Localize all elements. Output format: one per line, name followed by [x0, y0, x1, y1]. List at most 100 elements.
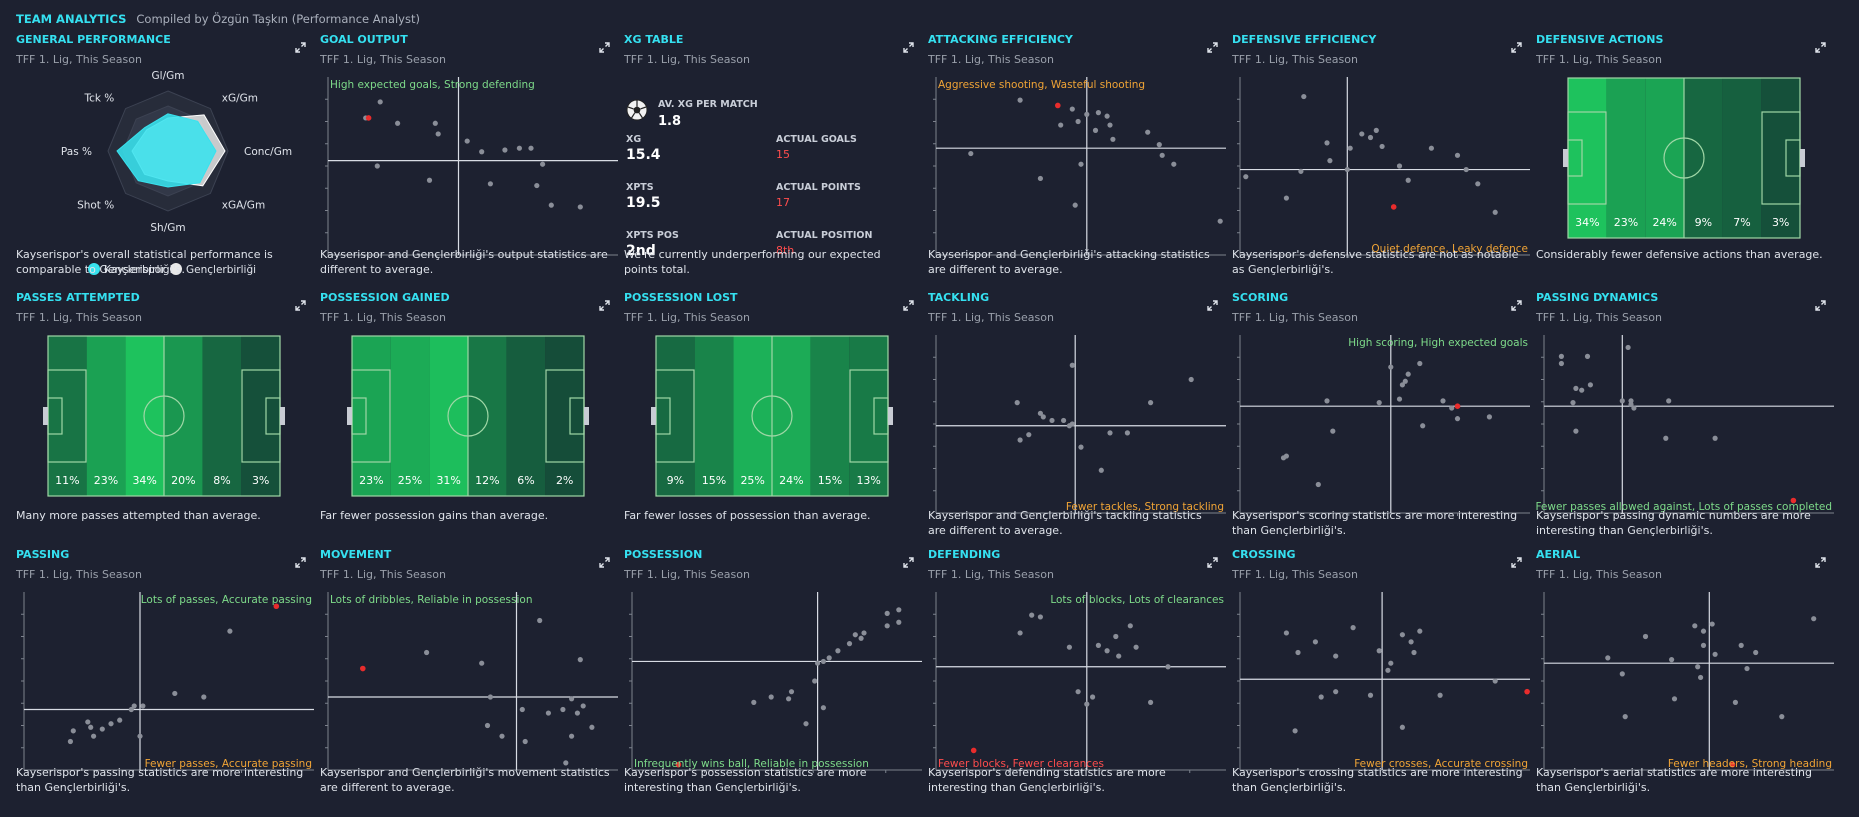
league-team-point [172, 690, 178, 697]
expand-icon[interactable] [295, 296, 306, 311]
radar-axis-label: Tck % [83, 92, 114, 104]
expand-icon[interactable] [1207, 553, 1218, 568]
expand-icon[interactable] [1815, 296, 1826, 311]
pitch-zone [1722, 78, 1762, 238]
scatter-plot[interactable]: Infrequently wins ball, Reliable in poss… [624, 586, 924, 791]
scatter-plot[interactable]: Lots of blocks, Lots of clearances Fewer … [928, 586, 1228, 791]
scatter-plot[interactable]: Fewer tackles, Strong tackling [928, 329, 1228, 534]
panel-title: ATTACKING EFFICIENCY [928, 33, 1073, 46]
league-team-point [1040, 414, 1046, 420]
zone-percentage: 13% [856, 474, 880, 487]
league-team-point [1037, 614, 1043, 620]
league-team-point [1075, 689, 1081, 695]
zone-percentage: 31% [436, 474, 460, 487]
expand-icon[interactable] [295, 38, 306, 53]
scatter-plot[interactable]: Fewer headers, Strong heading [1536, 586, 1836, 791]
radar-axis-label: xG/Gm [222, 92, 258, 104]
league-team-point [1084, 701, 1090, 707]
league-team-point [751, 699, 757, 705]
quadrant-label: Fewer tackles, Strong tackling [1066, 501, 1224, 513]
panel-defending: DEFENDING TFF 1. Lig, This Season Lots of … [928, 548, 1228, 805]
league-team-point [1408, 639, 1414, 645]
scatter-plot[interactable]: Aggressive shooting, Wasteful shooting [928, 71, 1228, 276]
scatter-plot[interactable]: Quiet defence, Leaky defence [1232, 71, 1532, 276]
league-team-point [1492, 209, 1498, 215]
league-team-point [1061, 417, 1067, 424]
league-team-point [1171, 161, 1177, 167]
panel-subtitle: TFF 1. Lig, This Season [624, 53, 750, 66]
panel-title: PASSING [16, 548, 70, 561]
league-team-point [1492, 678, 1498, 684]
scatter-plot[interactable]: Fewer crosses, Accurate crossing [1232, 586, 1532, 791]
team-point [675, 761, 682, 768]
expand-icon[interactable] [1511, 553, 1522, 568]
league-team-point [1712, 435, 1718, 441]
panel-description: Kayserispor and Gençlerbirliği's tacklin… [928, 509, 1202, 537]
league-team-point [1095, 642, 1101, 648]
panel-aerial: AERIAL TFF 1. Lig, This Season Fewer heade… [1536, 548, 1836, 805]
scatter-plot[interactable]: Lots of passes, Accurate passing Fewer pa… [16, 586, 316, 791]
league-team-point [487, 181, 493, 187]
league-team-point [1188, 376, 1194, 383]
zone-percentage: 23% [94, 474, 118, 487]
league-team-point [1283, 630, 1289, 636]
expand-icon[interactable] [1207, 38, 1218, 53]
expand-icon[interactable] [1511, 38, 1522, 53]
expand-icon[interactable] [1815, 38, 1826, 53]
league-team-point [560, 706, 566, 713]
scatter-plot[interactable]: Fewer passes allowed against, Lots of pa… [1536, 329, 1836, 534]
panel-possession: POSSESSION TFF 1. Lig, This Season Infrequ… [624, 548, 924, 805]
expand-icon[interactable] [295, 553, 306, 568]
league-team-point [545, 710, 551, 716]
expand-icon[interactable] [599, 38, 610, 53]
pitch-zone [733, 336, 772, 496]
league-team-point [569, 733, 575, 739]
team-point [273, 603, 280, 610]
league-team-point [1359, 131, 1365, 137]
league-team-point [569, 696, 575, 702]
scatter-plot[interactable]: High scoring, High expected goals [1232, 329, 1532, 534]
league-team-point [1017, 437, 1023, 443]
panel-description: Considerably fewer defensive actions tha… [1536, 248, 1823, 261]
league-team-point [1587, 382, 1593, 388]
legend-label: Kayserispor [104, 264, 166, 276]
league-team-point [540, 161, 546, 167]
pitch-zone [694, 336, 734, 496]
expand-icon[interactable] [903, 296, 914, 311]
panel-passes-attempted: PASSES ATTEMPTED TFF 1. Lig, This Season 1… [16, 291, 316, 548]
panel-title: DEFENSIVE EFFICIENCY [1232, 33, 1377, 46]
panel-title: POSSESSION [624, 548, 703, 561]
team-point [970, 747, 977, 754]
league-team-point [479, 660, 485, 666]
expand-icon[interactable] [1511, 296, 1522, 311]
league-team-point [803, 721, 809, 727]
league-team-point [99, 726, 105, 732]
league-team-point [1628, 398, 1634, 404]
league-team-point [1078, 444, 1084, 450]
league-team-point [1333, 689, 1339, 695]
team-point [1790, 497, 1797, 504]
expand-icon[interactable] [599, 553, 610, 568]
panel-description: Kayserispor's aerial statistics are more… [1536, 766, 1812, 794]
team-point [1055, 102, 1061, 109]
expand-icon[interactable] [1815, 553, 1826, 568]
expand-icon[interactable] [903, 553, 914, 568]
xg-stat-label: XG [626, 134, 642, 145]
league-team-point [1700, 642, 1707, 648]
panel-passing-dynamics: PASSING DYNAMICS TFF 1. Lig, This Season F… [1536, 291, 1836, 548]
league-team-point [374, 163, 380, 169]
scatter-plot[interactable]: Lots of dribbles, Reliable in possession [320, 586, 620, 791]
league-team-point [1625, 344, 1631, 351]
expand-icon[interactable] [903, 38, 914, 53]
zone-percentage: 20% [171, 474, 195, 487]
expand-icon[interactable] [1207, 296, 1218, 311]
panel-tackling: TACKLING TFF 1. Lig, This Season Fewer tac… [928, 291, 1228, 548]
expand-icon[interactable] [599, 296, 610, 311]
zone-percentage: 34% [1575, 216, 1599, 229]
league-team-point [1428, 145, 1434, 151]
league-team-point [516, 145, 522, 151]
league-team-point [1388, 364, 1394, 370]
xg-stat-label: XPTS [626, 182, 654, 193]
league-team-point [1579, 387, 1585, 393]
scatter-plot[interactable]: High expected goals, Strong defending [320, 71, 620, 276]
